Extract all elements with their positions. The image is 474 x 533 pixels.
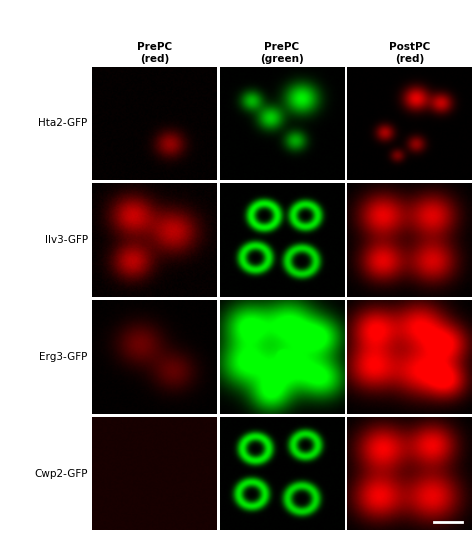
Text: Cwp2-GFP: Cwp2-GFP bbox=[34, 469, 88, 479]
Text: PostPC
(red): PostPC (red) bbox=[389, 42, 430, 64]
Text: PrePC
(red): PrePC (red) bbox=[137, 42, 172, 64]
Text: PrePC
(green): PrePC (green) bbox=[260, 42, 304, 64]
Text: Erg3-GFP: Erg3-GFP bbox=[39, 352, 88, 362]
Text: Ilv3-GFP: Ilv3-GFP bbox=[45, 235, 88, 245]
Text: Hta2-GFP: Hta2-GFP bbox=[38, 118, 88, 128]
